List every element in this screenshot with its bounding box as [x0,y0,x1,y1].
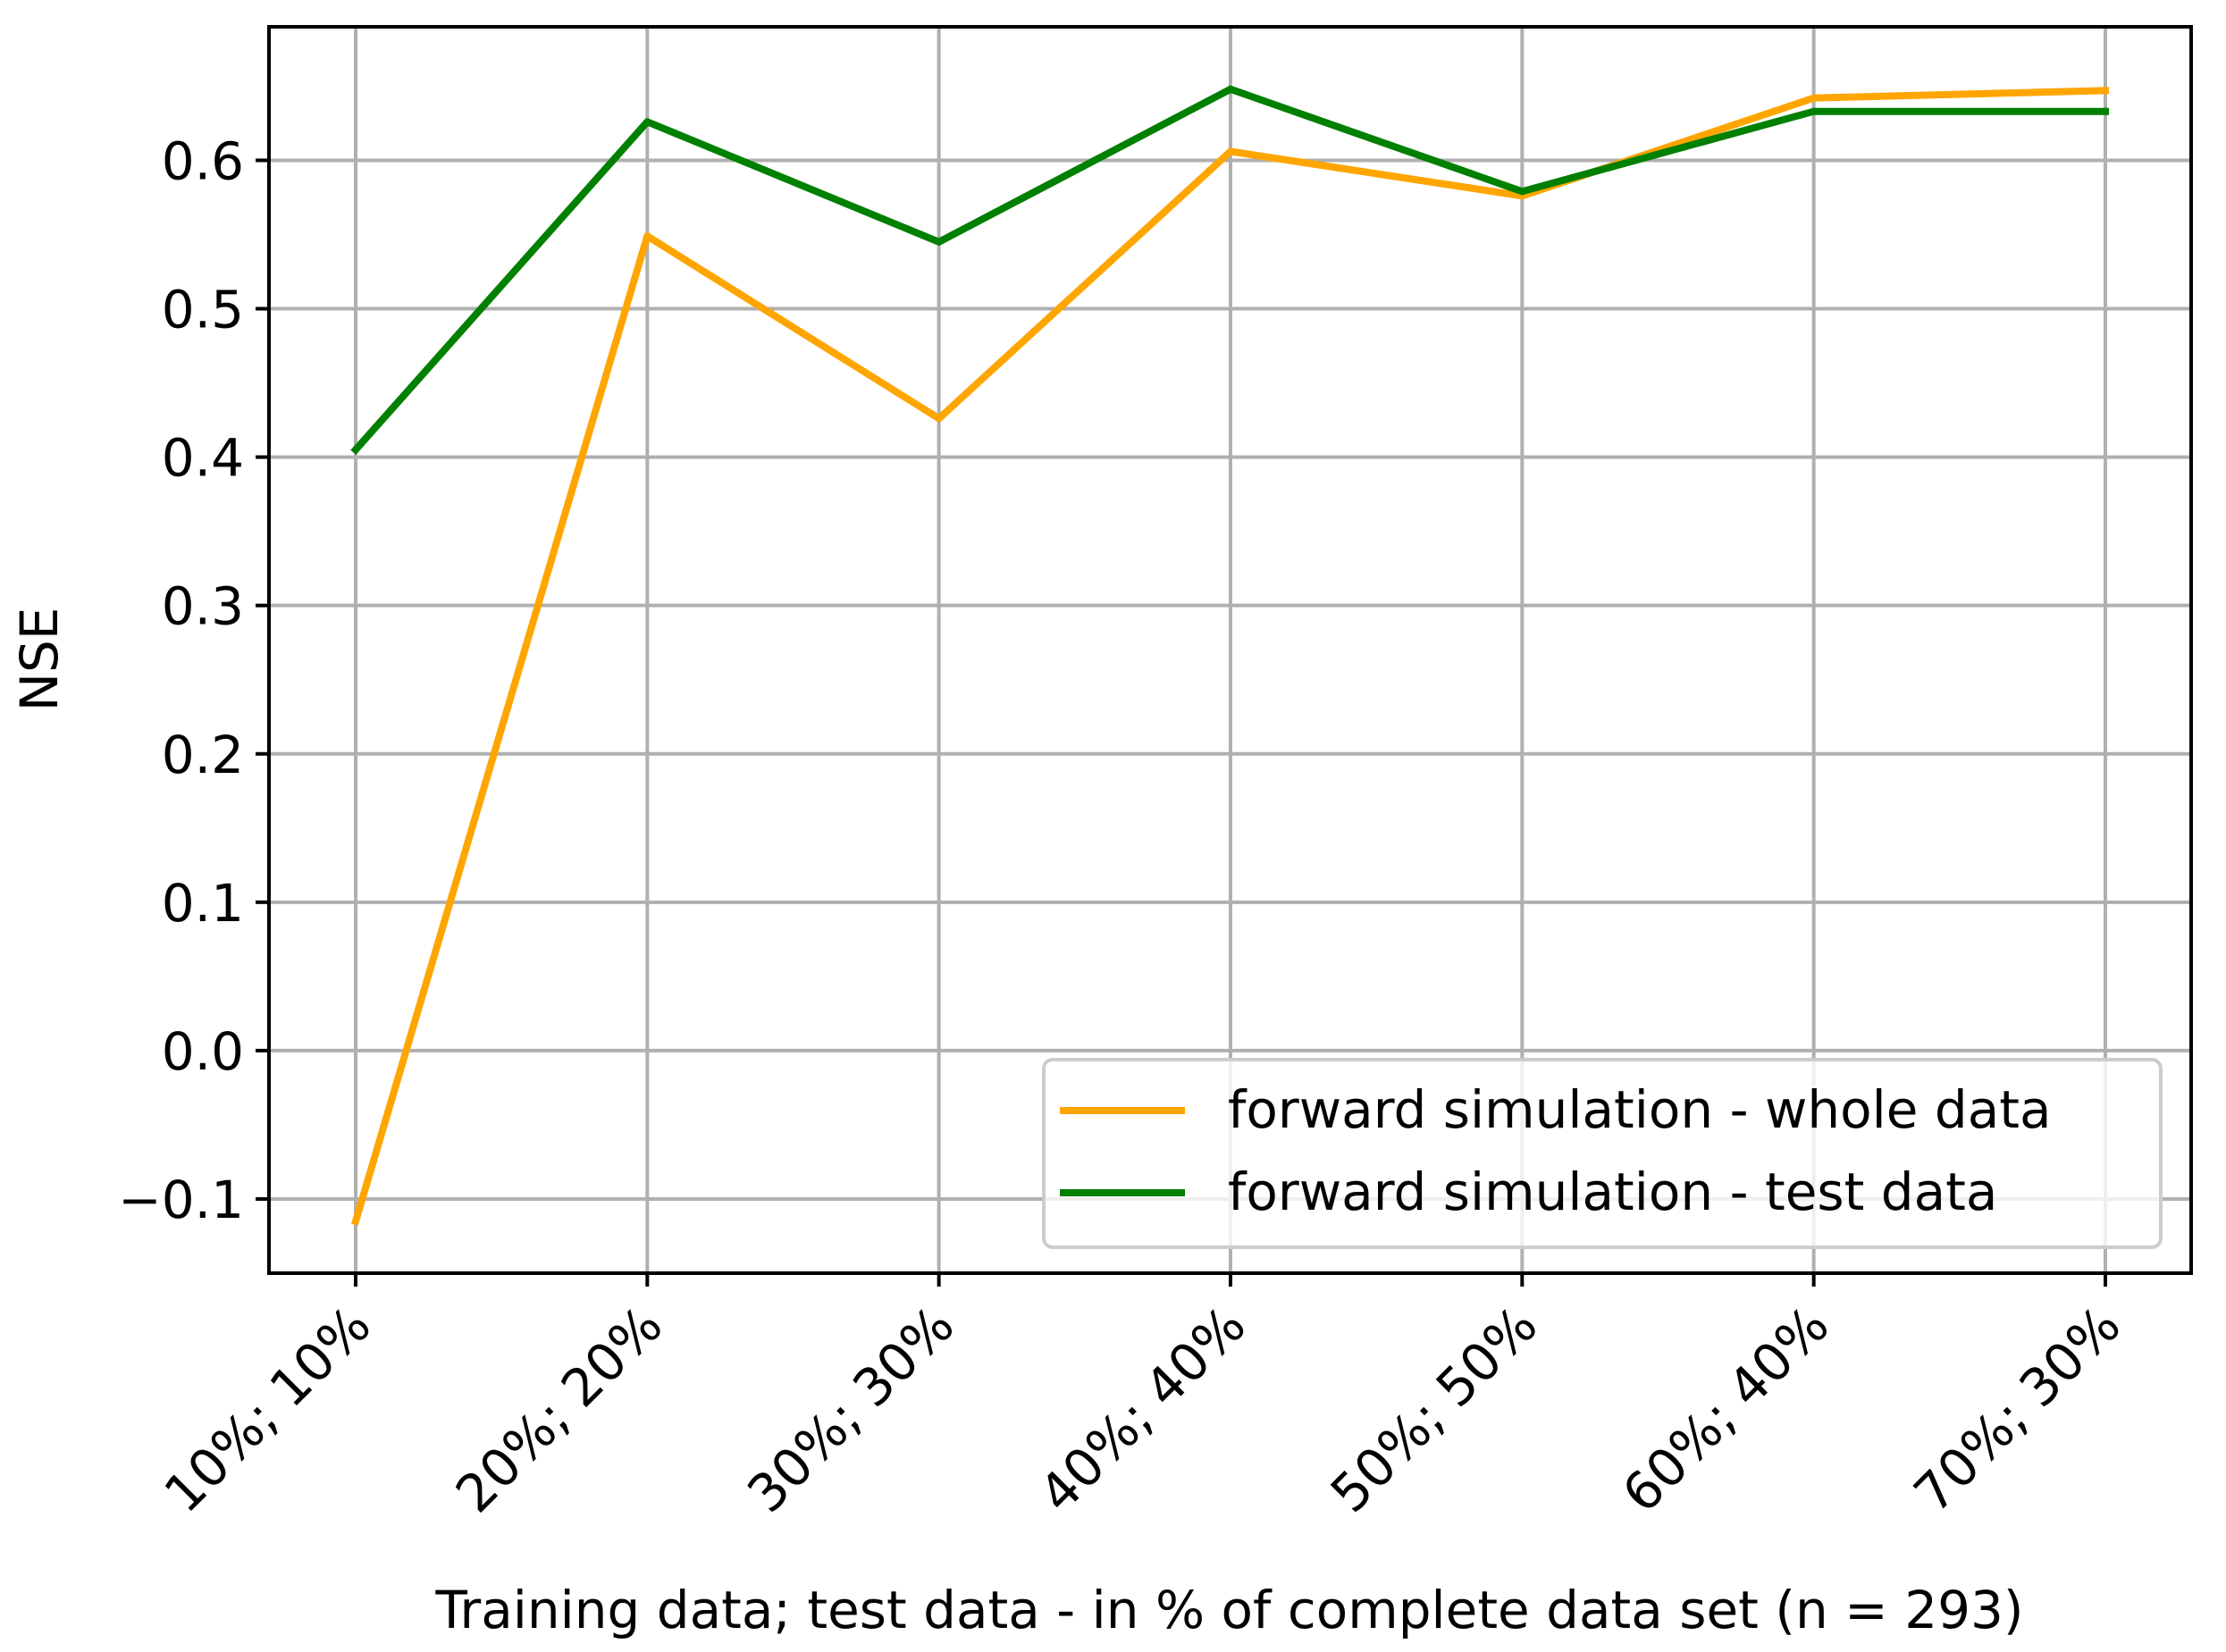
series-lines [350,85,2110,1226]
data-point [1810,107,1818,115]
x-tick-label: 50%; 50% [1319,1295,1549,1524]
x-axis-ticks: 10%; 10% 20%; 20% 30%; 30% 40%; 40% 50%; 50%… [153,1273,2132,1524]
data-point [352,446,359,454]
legend-label-whole-data: forward simulation - whole data [1228,1079,2052,1140]
x-tick-label: 60%; 40% [1610,1295,1840,1524]
y-tick-label: 0.1 [162,873,244,934]
grid [269,27,2191,1273]
data-point [2102,107,2109,115]
x-axis-label: Training data; test data - in % of compl… [434,1580,2023,1640]
y-tick-label: 0.4 [162,428,244,489]
data-point [2102,87,2109,95]
data-point [1227,147,1234,155]
y-tick-label: −0.1 [118,1170,244,1230]
data-point [352,1217,359,1225]
data-point [643,232,651,240]
data-point [1518,188,1526,196]
x-tick-label: 40%; 40% [1028,1295,1257,1524]
y-tick-label: 0.2 [162,725,244,785]
y-axis-label: NSE [9,608,70,712]
data-point [643,118,651,126]
x-tick-label: 70%; 30% [1903,1295,2132,1524]
y-tick-label: 0.5 [162,280,244,340]
y-axis-ticks: −0.1 0.0 0.1 0.2 0.3 0.4 0.5 0.6 [118,130,269,1230]
data-point [935,415,943,423]
y-tick-label: 0.0 [162,1021,244,1082]
data-point [935,238,943,246]
x-tick-label: 20%; 20% [444,1295,674,1524]
legend-box [1042,1058,2163,1249]
x-tick-label: 30%; 30% [735,1295,965,1524]
y-tick-label: 0.6 [162,130,244,191]
y-tick-label: 0.3 [162,576,244,637]
data-point [1810,94,1818,102]
x-tick-label: 10%; 10% [153,1295,382,1524]
legend: forward simulation - whole data forward … [1042,1058,2163,1249]
data-point [1227,85,1234,93]
legend-label-test-data: forward simulation - test data [1228,1161,1997,1222]
